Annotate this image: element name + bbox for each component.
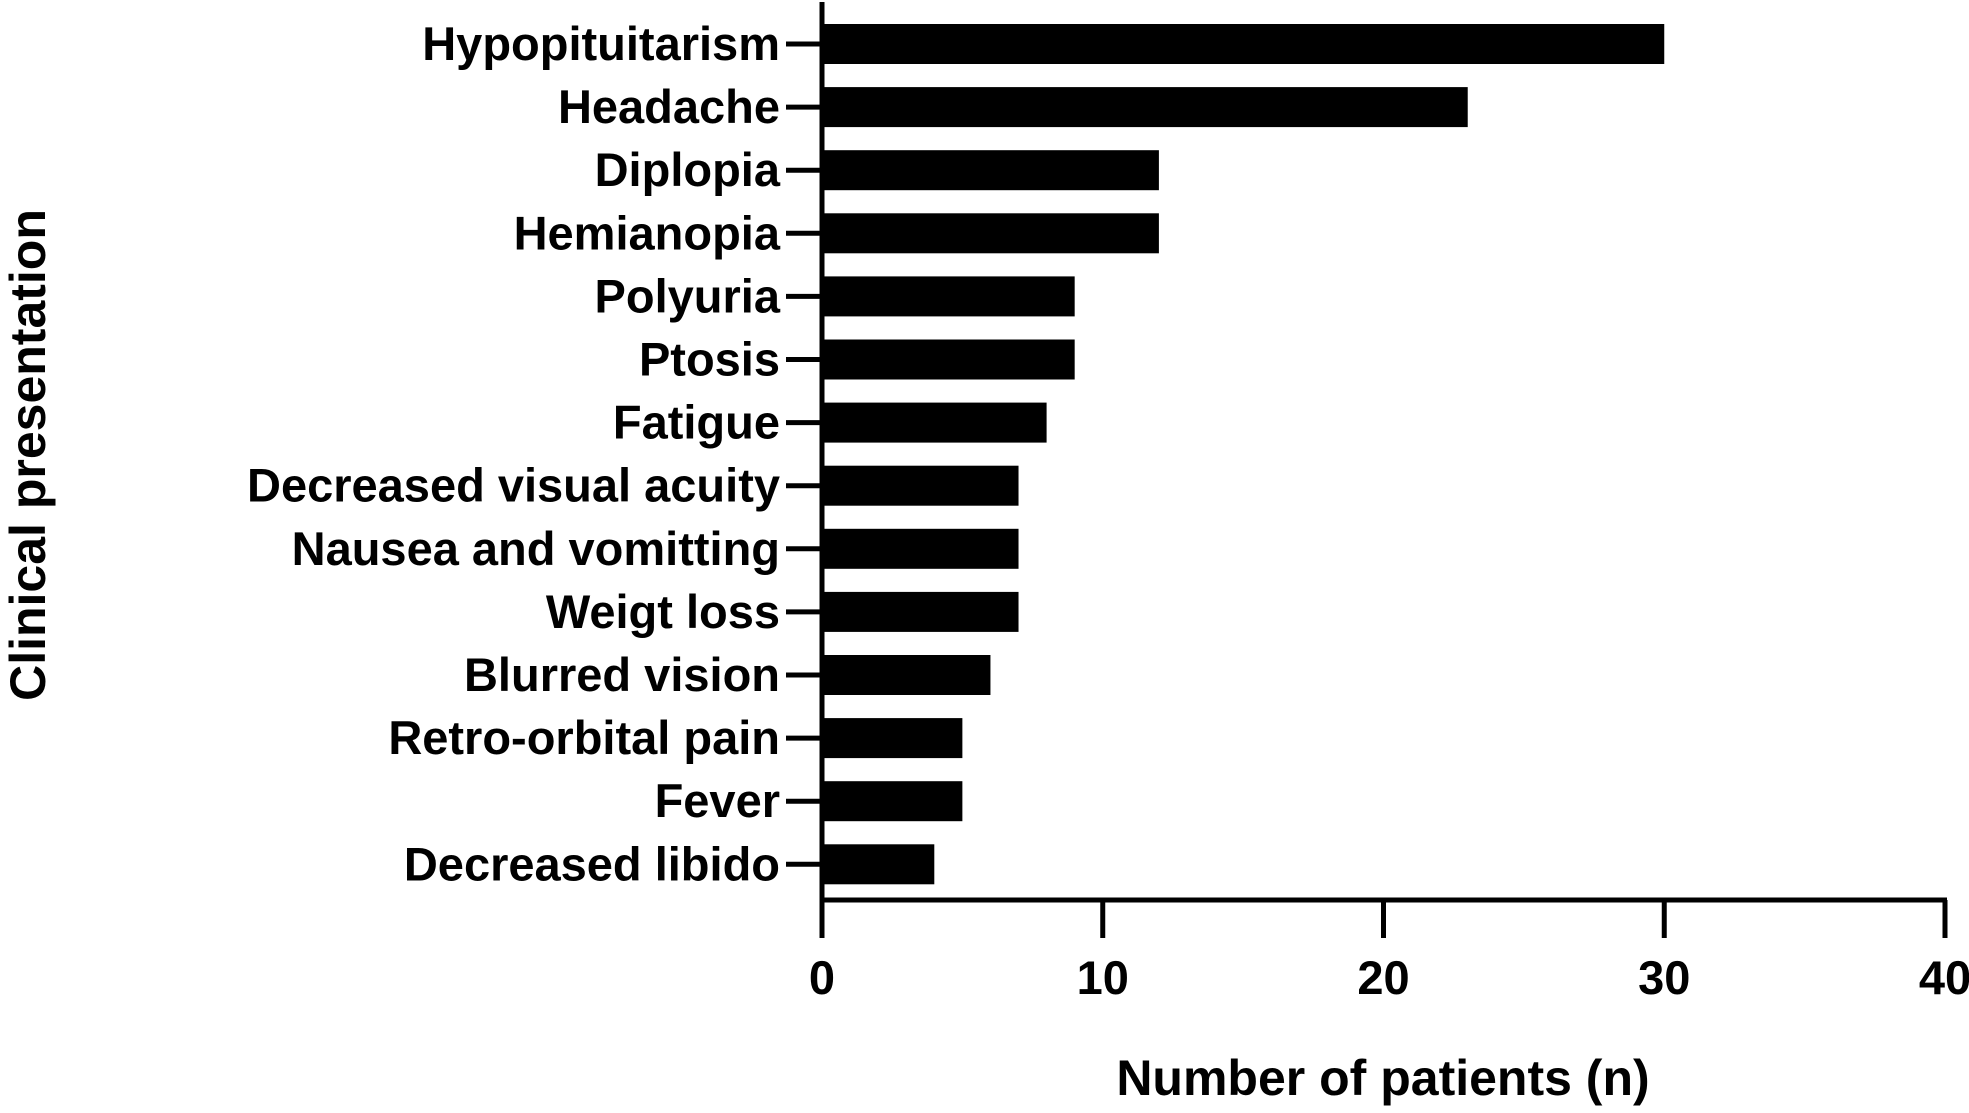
category-label: Fever [655,774,780,827]
y-axis-title: Clinical presentation [0,209,56,701]
bar [822,844,935,885]
x-tick-label: 40 [1919,951,1969,1004]
bar [822,591,1019,632]
bar [822,528,1019,569]
category-label: Polyuria [595,269,781,322]
x-axis-tick-labels: 0 10 20 30 40 [809,951,1969,1004]
category-label: Weigt loss [546,585,780,638]
x-tick-label: 30 [1638,951,1690,1004]
x-tick-label: 20 [1357,951,1409,1004]
category-label: Fatigue [613,396,780,449]
bar [822,87,1468,128]
category-label: Blurred vision [464,648,780,701]
x-tick-label: 10 [1077,951,1129,1004]
bars-group [822,24,1665,885]
bar [822,276,1075,317]
category-label: Decreased libido [404,837,780,890]
category-label: Ptosis [639,333,780,386]
bar [822,339,1075,380]
x-axis-title: Number of patients (n) [1116,1050,1649,1106]
bar [822,655,991,695]
bar [822,213,1159,254]
category-label: Nausea and vomitting [292,522,780,575]
bar [822,465,1019,506]
category-label: Retro-orbital pain [388,711,780,764]
category-label: Headache [558,80,780,133]
category-ticks [786,41,822,867]
x-axis-ticks [819,900,1948,938]
category-labels: Hypopituitarism Headache Diplopia Hemianopi… [247,17,781,890]
bar [822,402,1047,443]
category-label: Hemianopia [514,206,781,259]
category-label: Diplopia [595,143,781,196]
bar [822,150,1159,191]
x-tick-label: 0 [809,951,835,1004]
bar [822,781,963,822]
category-label: Decreased visual acuity [247,459,780,512]
bar [822,718,963,759]
bar [822,24,1665,64]
category-label: Hypopituitarism [422,17,780,70]
